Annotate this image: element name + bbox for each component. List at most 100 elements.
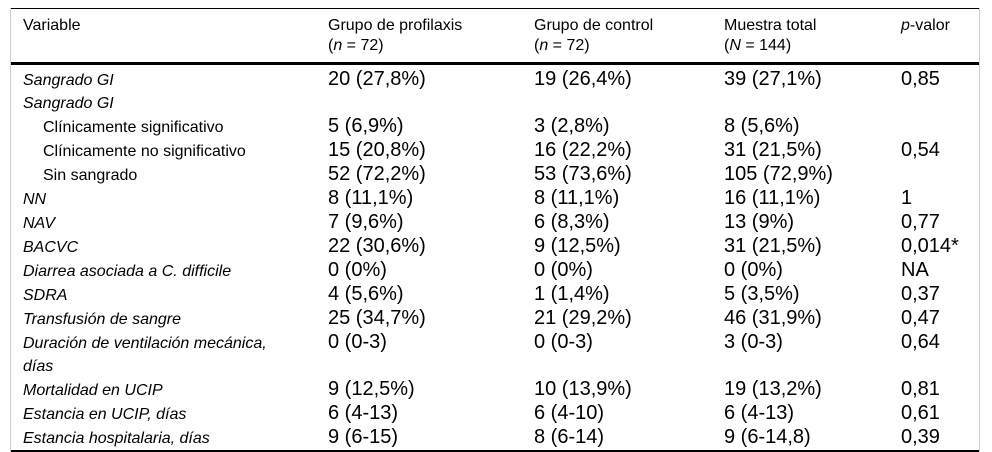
table-row: Sin sangrado 52 (72,2%) 53 (73,6%) 105 (… xyxy=(11,163,979,187)
row-label: BACVC xyxy=(23,239,79,256)
column-header-label: Muestra total xyxy=(724,17,817,34)
cell-prophylaxis: 4 (5,6%) xyxy=(328,283,404,305)
cell-total: 3 (0-3) xyxy=(724,331,783,353)
column-header-label: Grupo de control xyxy=(534,17,654,34)
row-label: Clínicamente no significativo xyxy=(43,143,246,160)
cell-total xyxy=(724,92,901,115)
cell-pvalue: 0,64 xyxy=(901,331,940,353)
cell-total: 0 (0%) xyxy=(724,259,783,281)
cell-total: 6 (4-13) xyxy=(724,402,795,424)
cell-prophylaxis: 9 (12,5%) xyxy=(328,378,415,400)
cell-total: 8 (5,6%) xyxy=(724,115,800,137)
cell-pvalue: 0,81 xyxy=(901,378,940,400)
column-header-total-sample: Muestra total (N = 144) xyxy=(724,8,901,65)
row-label-cell: Mortalidad en UCIP xyxy=(11,378,328,402)
cell-prophylaxis: 6 (4-13) xyxy=(328,402,399,424)
cell-pvalue xyxy=(901,92,979,115)
cell-control: 6 (4-10) xyxy=(534,402,605,424)
cell-pvalue: 0,54 xyxy=(901,139,940,161)
cell-control: 9 (12,5%) xyxy=(534,235,621,257)
row-label: SDRA xyxy=(23,287,68,304)
cell-total: 19 (13,2%) xyxy=(724,378,822,400)
row-label: Estancia en UCIP, días xyxy=(23,406,187,423)
cell-control xyxy=(534,92,724,115)
cell-prophylaxis: 9 (6-15) xyxy=(328,426,399,448)
column-header-n: (n = 72) xyxy=(534,37,590,54)
table-body: Sangrado GI 20 (27,8%) 19 (26,4%) 39 (27… xyxy=(11,64,979,452)
cell-control: 1 (1,4%) xyxy=(534,283,610,305)
cell-total: 31 (21,5%) xyxy=(724,235,822,257)
column-header-n: (N = 144) xyxy=(724,37,792,54)
cell-prophylaxis: 0 (0-3) xyxy=(328,331,387,353)
cell-control: 16 (22,2%) xyxy=(534,139,632,161)
cell-pvalue: 0,61 xyxy=(901,402,940,424)
table-header-row: Variable Grupo de profilaxis (n = 72) Gr… xyxy=(11,8,979,65)
cell-prophylaxis: 5 (6,9%) xyxy=(328,115,404,137)
row-label: Estancia hospitalaria, días xyxy=(23,430,210,447)
row-label-cell: Clínicamente no significativo xyxy=(11,139,328,163)
cell-control: 21 (29,2%) xyxy=(534,307,632,329)
column-header-n: (n = 72) xyxy=(328,37,384,54)
cell-pvalue: NA xyxy=(901,259,929,281)
row-label-cell: Duración de ventilación mecánica, días xyxy=(11,331,328,378)
column-header-p-value: p-valor xyxy=(901,8,979,65)
row-label: Duración de ventilación mecánica, días xyxy=(23,335,267,375)
cell-total: 46 (31,9%) xyxy=(724,307,822,329)
row-label: Sin sangrado xyxy=(43,167,138,184)
row-label-cell: Sangrado GI xyxy=(11,64,328,93)
row-label: Clínicamente significativo xyxy=(43,119,224,136)
row-label: NAV xyxy=(23,215,56,232)
column-header-variable: Variable xyxy=(11,8,328,65)
column-header-label: Grupo de profilaxis xyxy=(328,17,463,34)
cell-control: 6 (8,3%) xyxy=(534,211,610,233)
cell-prophylaxis: 52 (72,2%) xyxy=(328,163,426,185)
cell-control: 0 (0%) xyxy=(534,259,593,281)
cell-prophylaxis: 15 (20,8%) xyxy=(328,139,426,161)
row-label-cell: Transfusión de sangre xyxy=(11,307,328,331)
table-row: Clínicamente no significativo 15 (20,8%)… xyxy=(11,139,979,163)
cell-pvalue: 0,37 xyxy=(901,283,940,305)
cell-total: 13 (9%) xyxy=(724,211,795,233)
table-row: Clínicamente significativo 5 (6,9%) 3 (2… xyxy=(11,115,979,139)
cell-pvalue: 0,77 xyxy=(901,211,940,233)
row-label: Transfusión de sangre xyxy=(23,311,182,328)
cell-total: 31 (21,5%) xyxy=(724,139,822,161)
cell-prophylaxis: 8 (11,1%) xyxy=(328,187,414,209)
results-table-container: Variable Grupo de profilaxis (n = 72) Gr… xyxy=(10,8,980,452)
cell-total: 5 (3,5%) xyxy=(724,283,800,305)
cell-control: 3 (2,8%) xyxy=(534,115,610,137)
table-row: Mortalidad en UCIP 9 (12,5%) 10 (13,9%) … xyxy=(11,378,979,402)
table-row: Diarrea asociada a C. difficile 0 (0%) 0… xyxy=(11,259,979,283)
row-label-cell: BACVC xyxy=(11,235,328,259)
cell-total: 16 (11,1%) xyxy=(724,187,821,209)
row-label-cell: SDRA xyxy=(11,283,328,307)
table-row: Transfusión de sangre 25 (34,7%) 21 (29,… xyxy=(11,307,979,331)
cell-total: 39 (27,1%) xyxy=(724,68,822,90)
cell-pvalue xyxy=(901,115,979,139)
row-label-cell: Diarrea asociada a C. difficile xyxy=(11,259,328,283)
cell-prophylaxis xyxy=(328,92,534,115)
cell-pvalue: 0,47 xyxy=(901,307,940,329)
results-table: Variable Grupo de profilaxis (n = 72) Gr… xyxy=(11,8,979,452)
table-row: Estancia hospitalaria, días 9 (6-15) 8 (… xyxy=(11,426,979,451)
table-row: Sangrado GI 20 (27,8%) 19 (26,4%) 39 (27… xyxy=(11,64,979,93)
table-row: BACVC 22 (30,6%) 9 (12,5%) 31 (21,5%) 0,… xyxy=(11,235,979,259)
cell-control: 0 (0-3) xyxy=(534,331,593,353)
column-header-control-group: Grupo de control (n = 72) xyxy=(534,8,724,65)
cell-pvalue: 0,85 xyxy=(901,68,940,90)
cell-pvalue: 1 xyxy=(901,187,913,209)
row-label: Sangrado GI xyxy=(23,95,114,112)
row-label-cell: NAV xyxy=(11,211,328,235)
table-row: Estancia en UCIP, días 6 (4-13) 6 (4-10)… xyxy=(11,402,979,426)
table-row: NAV 7 (9,6%) 6 (8,3%) 13 (9%) 0,77 xyxy=(11,211,979,235)
cell-prophylaxis: 20 (27,8%) xyxy=(328,68,426,90)
row-label-cell: Estancia hospitalaria, días xyxy=(11,426,328,451)
cell-control: 8 (11,1%) xyxy=(534,187,620,209)
row-label-cell: Sin sangrado xyxy=(11,163,328,187)
row-label-cell: Sangrado GI xyxy=(11,92,328,115)
cell-prophylaxis: 7 (9,6%) xyxy=(328,211,404,233)
cell-total: 105 (72,9%) xyxy=(724,163,833,185)
column-header-prophylaxis-group: Grupo de profilaxis (n = 72) xyxy=(328,8,534,65)
cell-control: 53 (73,6%) xyxy=(534,163,632,185)
row-label: Mortalidad en UCIP xyxy=(23,382,163,399)
